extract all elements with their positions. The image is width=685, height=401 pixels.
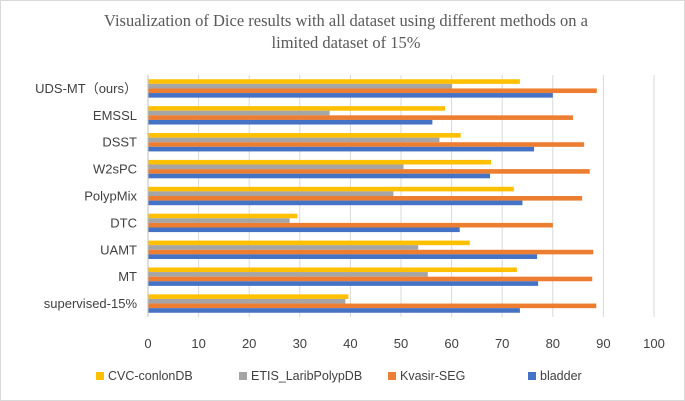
category-label-4: PolypMix xyxy=(84,189,137,204)
bar-Kvasir-SEG-8 xyxy=(148,303,597,309)
bar-Kvasir-SEG-2 xyxy=(148,142,585,147)
category-label-6: UAMT xyxy=(100,242,137,257)
bar-CVC-conlonDB-1 xyxy=(148,106,446,111)
category-label-8: supervised-15% xyxy=(44,296,138,311)
bar-bladder-6 xyxy=(148,254,538,259)
bar-bladder-1 xyxy=(148,119,433,125)
bar-CVC-conlonDB-8 xyxy=(148,294,349,299)
x-tick-label-90: 90 xyxy=(596,336,610,351)
x-tick-label-40: 40 xyxy=(343,336,357,351)
bar-ETIS_LaribPolypDB-2 xyxy=(148,137,440,143)
bar-ETIS_LaribPolypDB-6 xyxy=(148,245,419,250)
category-label-1: EMSSL xyxy=(93,108,137,123)
chart-title-line-1: Visualization of Dice results with all d… xyxy=(104,11,589,30)
bar-CVC-conlonDB-2 xyxy=(148,133,461,138)
bar-bladder-5 xyxy=(148,227,460,233)
x-tick-label-60: 60 xyxy=(444,336,458,351)
bar-Kvasir-SEG-3 xyxy=(148,169,590,174)
bar-bladder-0 xyxy=(148,93,553,98)
category-label-3: W2sPC xyxy=(93,162,137,177)
bar-Kvasir-SEG-5 xyxy=(148,222,553,228)
legend-label-3: bladder xyxy=(540,369,582,383)
bar-Kvasir-SEG-0 xyxy=(148,88,597,94)
x-tick-label-20: 20 xyxy=(242,336,256,351)
bar-Kvasir-SEG-4 xyxy=(148,196,583,201)
legend: CVC-conlonDB ETIS_LaribPolypDB Kvasir-SEG b… xyxy=(96,369,582,383)
bar-ETIS_LaribPolypDB-1 xyxy=(148,110,330,116)
legend-swatch-1 xyxy=(239,372,247,380)
category-label-0: UDS-MT（ours） xyxy=(35,81,137,96)
legend-swatch-2 xyxy=(388,372,396,380)
category-label-7: MT xyxy=(118,269,137,284)
bar-ETIS_LaribPolypDB-3 xyxy=(148,164,404,170)
bar-ETIS_LaribPolypDB-4 xyxy=(148,191,394,196)
bar-bladder-7 xyxy=(148,281,539,286)
chart-title-line-2: limited dataset of 15% xyxy=(272,33,421,52)
category-label-5: DTC xyxy=(110,215,137,230)
bar-ETIS_LaribPolypDB-5 xyxy=(148,218,290,223)
legend-label-0: CVC-conlonDB xyxy=(108,369,193,383)
x-tick-label-10: 10 xyxy=(191,336,205,351)
bar-CVC-conlonDB-4 xyxy=(148,186,514,192)
bar-bladder-2 xyxy=(148,146,535,152)
x-tick-label-100: 100 xyxy=(643,336,665,351)
bar-bladder-8 xyxy=(148,308,520,313)
bar-CVC-conlonDB-0 xyxy=(148,79,520,84)
x-tick-labels: 0 10 20 30 40 50 60 70 80 90 100 xyxy=(144,336,664,351)
bar-CVC-conlonDB-6 xyxy=(148,240,470,246)
category-labels: UDS-MT（ours） EMSSL DSST W2sPC PolypMix DTC UAM… xyxy=(35,81,137,311)
bar-bladder-3 xyxy=(148,173,491,179)
x-tick-label-30: 30 xyxy=(293,336,307,351)
bar-Kvasir-SEG-7 xyxy=(148,276,593,282)
legend-swatch-0 xyxy=(96,372,104,380)
bar-Kvasir-SEG-1 xyxy=(148,115,574,120)
x-tick-label-70: 70 xyxy=(495,336,509,351)
bar-Kvasir-SEG-6 xyxy=(148,249,594,255)
x-tick-label-50: 50 xyxy=(394,336,408,351)
bar-bladder-4 xyxy=(148,200,523,206)
legend-label-2: Kvasir-SEG xyxy=(400,369,465,383)
bar-CVC-conlonDB-3 xyxy=(148,159,492,165)
category-label-2: DSST xyxy=(102,135,137,150)
bar-ETIS_LaribPolypDB-0 xyxy=(148,83,453,89)
bar-ETIS_LaribPolypDB-7 xyxy=(148,272,428,277)
bar-ETIS_LaribPolypDB-8 xyxy=(148,298,346,304)
bar-CVC-conlonDB-5 xyxy=(148,213,298,219)
bar-CVC-conlonDB-7 xyxy=(148,267,517,273)
bar-series xyxy=(148,79,597,313)
x-tick-label-80: 80 xyxy=(546,336,560,351)
legend-swatch-3 xyxy=(528,372,536,380)
x-tick-label-0: 0 xyxy=(144,336,151,351)
legend-label-1: ETIS_LaribPolypDB xyxy=(251,369,362,383)
